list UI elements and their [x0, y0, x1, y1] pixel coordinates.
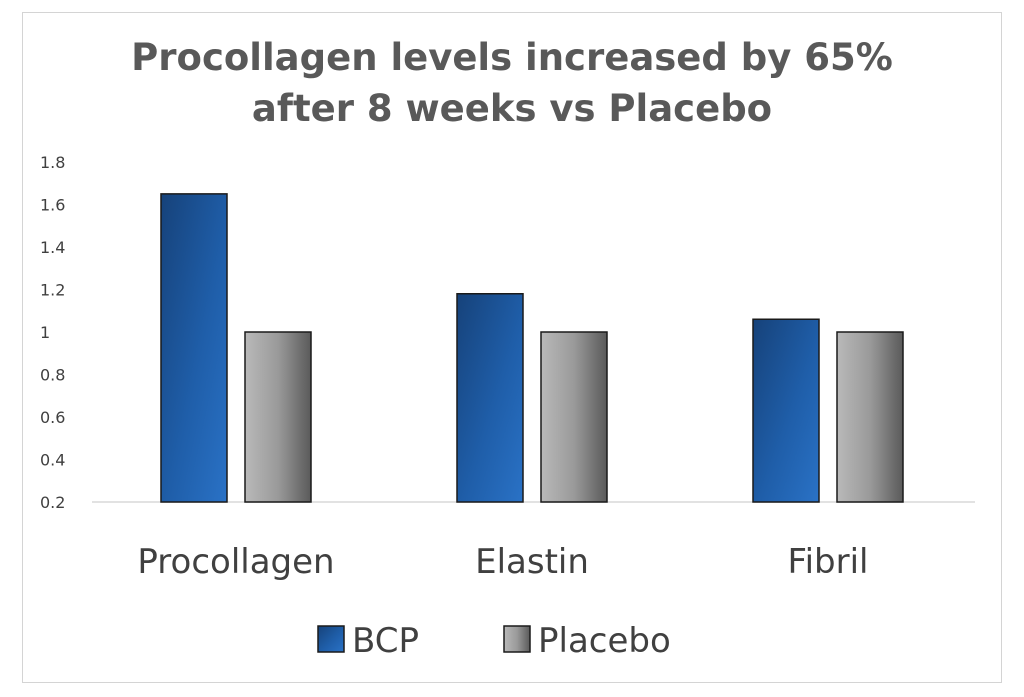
- y-tick-label: 1.4: [40, 238, 65, 257]
- y-tick-label: 1.8: [40, 153, 65, 172]
- bar-placebo-procollagen: [244, 331, 312, 503]
- y-tick-label: 0.2: [40, 493, 65, 512]
- bars-group: [160, 193, 904, 503]
- legend: BCP Placebo: [317, 621, 671, 661]
- y-tick-label: 0.6: [40, 408, 65, 427]
- bar-bcp-fibril: [752, 318, 820, 503]
- y-tick-label: 1.6: [40, 196, 65, 215]
- legend-swatch-placebo: [503, 625, 531, 653]
- chart-title-line-2: after 8 weeks vs Placebo: [252, 87, 772, 130]
- x-category-label: Fibril: [788, 542, 869, 582]
- y-tick-label: 0.4: [40, 451, 65, 470]
- y-tick-label: 1: [40, 323, 50, 342]
- bar-placebo-fibril: [836, 331, 904, 503]
- bar-bcp-elastin: [456, 293, 524, 503]
- chart-title-line-1: Procollagen levels increased by 65%: [131, 36, 893, 79]
- x-category-label: Procollagen: [137, 542, 334, 582]
- legend-label-placebo: Placebo: [538, 621, 671, 661]
- y-axis-ticks: 1.8 1.6 1.4 1.2 1 0.8 0.6 0.4 0.2: [40, 153, 65, 512]
- legend-label-bcp: BCP: [352, 621, 419, 661]
- bar-placebo-elastin: [540, 331, 608, 503]
- legend-swatch-bcp: [317, 625, 345, 653]
- category-labels: Procollagen Elastin Fibril: [137, 542, 868, 582]
- y-tick-label: 1.2: [40, 281, 65, 300]
- bar-bcp-procollagen: [160, 193, 228, 503]
- y-tick-label: 0.8: [40, 366, 65, 385]
- x-category-label: Elastin: [475, 542, 589, 582]
